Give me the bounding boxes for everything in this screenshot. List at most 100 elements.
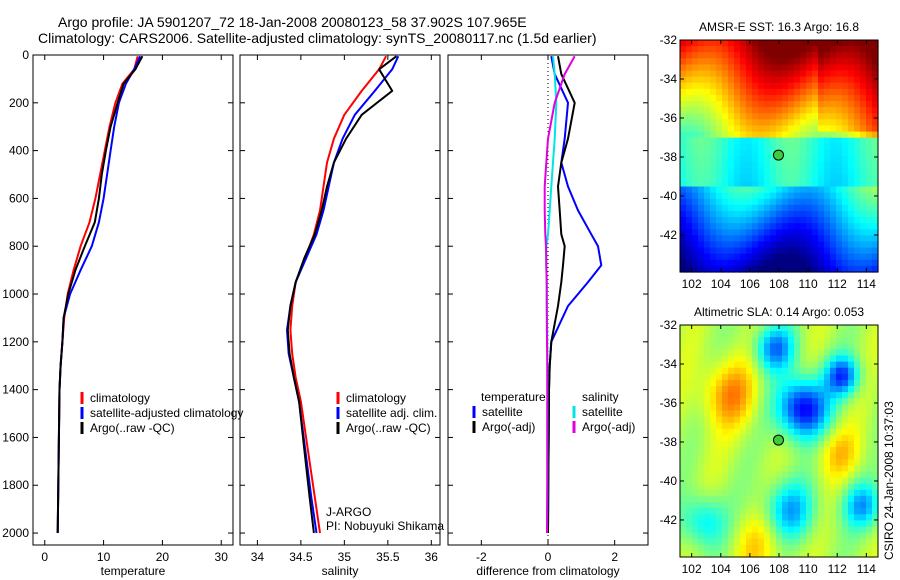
y-tick-label: 1200 [2, 335, 29, 349]
map-cell [764, 229, 771, 236]
map-cell [866, 404, 873, 412]
map-cell [842, 40, 849, 47]
map-cell [818, 131, 825, 139]
map-cell [872, 186, 879, 194]
map-cell [686, 361, 693, 369]
map-cell [824, 373, 831, 381]
map-cell [680, 259, 687, 267]
map-cell [848, 538, 855, 546]
map-cell [728, 361, 735, 369]
x-tick-label: 10 [97, 550, 111, 564]
map-cell [782, 58, 789, 66]
map-cell [782, 40, 789, 47]
map-cell [848, 76, 855, 84]
map-cell [752, 495, 759, 503]
map-cell [866, 398, 873, 405]
map-cell [764, 241, 771, 249]
map-cell [740, 453, 747, 460]
map-cell [704, 441, 711, 448]
map-cell [734, 259, 741, 267]
map-cell [842, 489, 849, 497]
map-cell [806, 186, 813, 194]
map-cell [794, 471, 801, 479]
map-cell [758, 398, 765, 405]
y-tick-label: -42 [660, 228, 678, 242]
map-cell [728, 94, 735, 102]
map-cell [788, 46, 795, 53]
map-cell [866, 192, 873, 200]
map-cell [842, 331, 849, 338]
map-cell [788, 544, 795, 552]
map-cell [698, 337, 705, 344]
map-cell [812, 532, 819, 540]
map-cell [860, 82, 867, 90]
map-cell [764, 119, 771, 127]
map-cell [746, 94, 753, 102]
map-cell [848, 253, 855, 261]
map-cell [788, 58, 795, 66]
map-cell [686, 94, 693, 102]
map-cell [782, 204, 789, 212]
map-cell [770, 204, 777, 212]
map-cell [740, 508, 747, 515]
map-cell [800, 186, 807, 194]
map-cell [806, 235, 813, 243]
map-cell [758, 532, 765, 540]
map-cell [692, 186, 699, 194]
map-cell [848, 379, 855, 387]
map-cell [782, 337, 789, 344]
map-cell [788, 125, 795, 133]
map-cell [818, 76, 825, 84]
map-cell [704, 247, 711, 255]
map-cell [776, 514, 783, 521]
map-cell [800, 131, 807, 139]
map-cell [788, 162, 795, 169]
map-cell [776, 428, 783, 436]
map-cell [752, 119, 759, 127]
map-cell [782, 459, 789, 467]
map-cell [740, 502, 747, 509]
map-cell [692, 241, 699, 249]
map-cell [836, 337, 843, 344]
map-cell [692, 526, 699, 534]
map-cell [872, 58, 879, 66]
panel-annotation: J-ARGO [326, 505, 371, 519]
map-cell [818, 489, 825, 497]
y-tick-label: -36 [660, 111, 678, 125]
map-cell [776, 210, 783, 218]
map-cell [746, 58, 753, 66]
map-cell [818, 143, 825, 151]
map-cell [788, 404, 795, 412]
y-tick-label: -38 [660, 435, 678, 449]
map-cell [734, 265, 741, 273]
map-cell [788, 192, 795, 200]
map-cell [770, 386, 777, 393]
map-cell [710, 247, 717, 255]
map-cell [722, 125, 729, 133]
map-cell [698, 508, 705, 515]
map-cell [806, 416, 813, 424]
map-cell [686, 192, 693, 200]
map-cell [752, 210, 759, 218]
map-cell [692, 416, 699, 424]
map-cell [854, 186, 861, 194]
map-cell [806, 217, 813, 224]
map-cell [842, 422, 849, 430]
map-cell [866, 361, 873, 369]
map-cell [704, 386, 711, 393]
map-cell [848, 489, 855, 497]
map-cell [686, 52, 693, 59]
map-cell [740, 247, 747, 255]
map-cell [710, 520, 717, 528]
map-cell [680, 434, 687, 442]
map-cell [716, 217, 723, 224]
map-cell [680, 343, 687, 351]
map-cell [734, 392, 741, 399]
map-cell [692, 119, 699, 127]
map-cell [824, 325, 831, 332]
map-cell [806, 489, 813, 497]
map-cell [824, 229, 831, 236]
map-cell [854, 526, 861, 534]
map-cell [710, 416, 717, 424]
map-cell [818, 544, 825, 552]
